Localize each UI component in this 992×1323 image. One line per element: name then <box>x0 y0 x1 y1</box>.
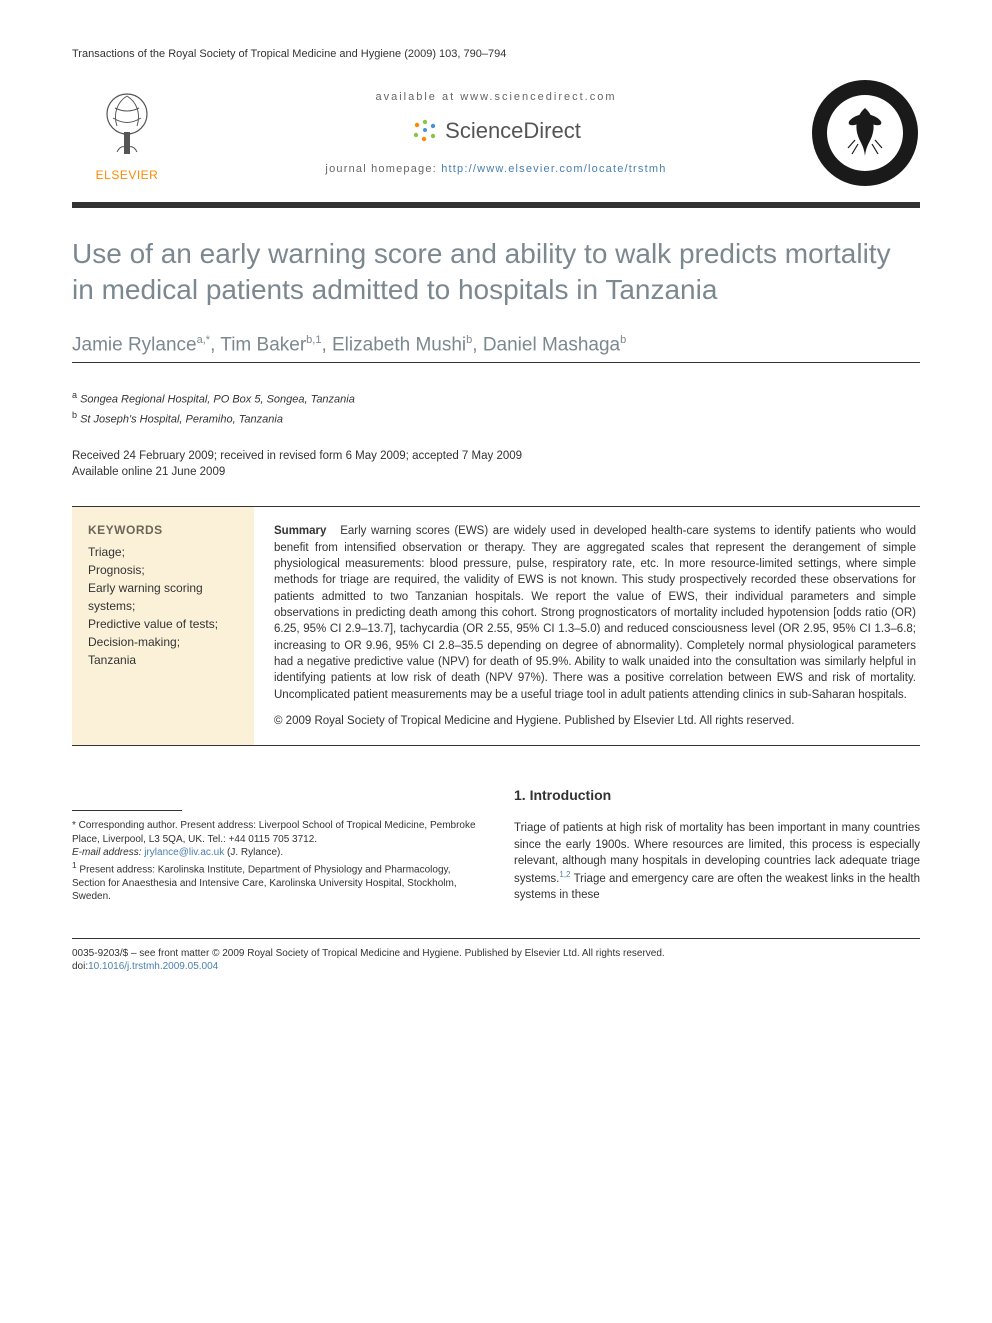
email-link[interactable]: jrylance@liv.ac.uk <box>144 847 224 858</box>
column-right: 1. Introduction Triage of patients at hi… <box>514 786 920 903</box>
header-center: available at www.sciencedirect.com Scien… <box>200 91 792 175</box>
bottom-footer: 0035-9203/$ – see front matter © 2009 Ro… <box>72 947 920 974</box>
journal-seal-icon <box>810 78 920 188</box>
intro-para-tail: Triage and emergency care are often the … <box>514 873 920 901</box>
summary-copyright: © 2009 Royal Society of Tropical Medicin… <box>274 713 916 729</box>
sciencedirect-text: ScienceDirect <box>445 118 581 144</box>
available-at-text: available at www.sciencedirect.com <box>200 91 792 103</box>
elsevier-name: ELSEVIER <box>96 168 159 182</box>
footnote-1-text: Present address: Karolinska Institute, D… <box>72 864 457 902</box>
journal-header: ELSEVIER available at www.sciencedirect.… <box>72 78 920 208</box>
doi-link[interactable]: 10.1016/j.trstmh.2009.05.004 <box>88 961 218 972</box>
received-line: Received 24 February 2009; received in r… <box>72 448 920 464</box>
sciencedirect-burst-icon <box>411 117 439 145</box>
article-dates: Received 24 February 2009; received in r… <box>72 448 920 480</box>
summary-box: Summary Early warning scores (EWS) are w… <box>254 507 920 745</box>
homepage-link[interactable]: http://www.elsevier.com/locate/trstmh <box>441 163 666 175</box>
section-1-paragraph: Triage of patients at high risk of morta… <box>514 820 920 903</box>
elsevier-logo: ELSEVIER <box>72 84 182 182</box>
author-rule <box>72 362 920 363</box>
author-list: Jamie Rylancea,*, Tim Bakerb,1, Elizabet… <box>72 334 920 356</box>
journal-citation: Transactions of the Royal Society of Tro… <box>72 48 920 60</box>
footnote-marker-1: 1 <box>72 860 77 870</box>
doi-label: doi: <box>72 961 88 972</box>
footnote-rule <box>72 810 182 811</box>
keywords-list: Triage;Prognosis;Early warning scoring s… <box>88 543 238 669</box>
ref-link-1-2[interactable]: 1,2 <box>559 870 570 879</box>
keywords-heading: KEYWORDS <box>88 523 238 537</box>
email-who: (J. Rylance). <box>227 847 283 858</box>
elsevier-tree-icon <box>87 84 167 164</box>
sciencedirect-logo: ScienceDirect <box>411 117 581 145</box>
email-footnote: E-mail address: jrylance@liv.ac.uk (J. R… <box>72 846 478 860</box>
bottom-rule <box>72 938 920 939</box>
keywords-box: KEYWORDS Triage;Prognosis;Early warning … <box>72 507 254 745</box>
footnotes: * Corresponding author. Present address:… <box>72 819 478 903</box>
email-label: E-mail address: <box>72 847 141 858</box>
summary-body: Early warning scores (EWS) are widely us… <box>274 525 916 700</box>
online-line: Available online 21 June 2009 <box>72 464 920 480</box>
section-1-heading: 1. Introduction <box>514 786 920 806</box>
doi-line: doi:10.1016/j.trstmh.2009.05.004 <box>72 960 920 974</box>
column-left: * Corresponding author. Present address:… <box>72 786 478 903</box>
summary-label: Summary <box>274 525 326 537</box>
body-columns: * Corresponding author. Present address:… <box>72 786 920 903</box>
corresponding-footnote: * Corresponding author. Present address:… <box>72 819 478 846</box>
journal-homepage: journal homepage: http://www.elsevier.co… <box>200 163 792 175</box>
affiliations: a Songea Regional Hospital, PO Box 5, So… <box>72 389 920 428</box>
abstract-block: KEYWORDS Triage;Prognosis;Early warning … <box>72 506 920 746</box>
issn-line: 0035-9203/$ – see front matter © 2009 Ro… <box>72 947 920 961</box>
present-address-footnote: 1 Present address: Karolinska Institute,… <box>72 860 478 904</box>
homepage-label: journal homepage: <box>325 163 441 175</box>
article-title: Use of an early warning score and abilit… <box>72 236 920 308</box>
